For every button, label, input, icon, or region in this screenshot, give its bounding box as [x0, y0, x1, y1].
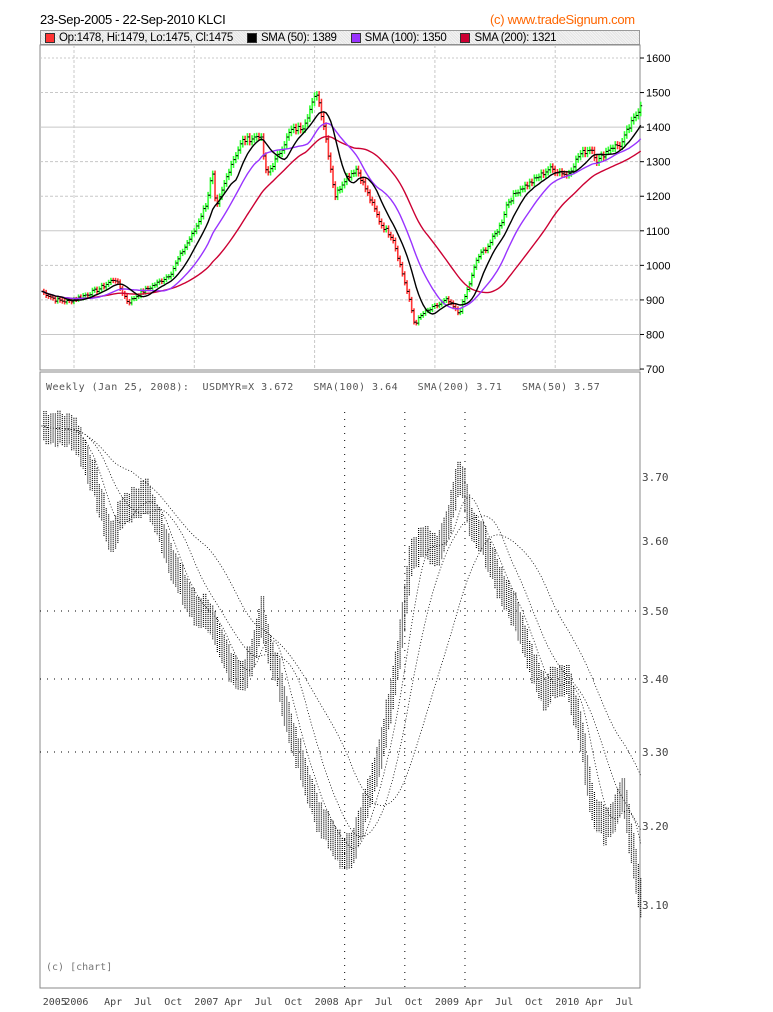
x-tick-label: Jul	[375, 997, 393, 1008]
x-tick-label: 2008	[315, 997, 339, 1008]
legend-label: SMA (50): 1389	[260, 31, 337, 44]
legend-swatch	[246, 32, 257, 43]
legend-item-sma200: SMA (200): 1321	[460, 31, 557, 44]
y-tick-label: 3.70	[642, 471, 669, 484]
y-tick-label: 3.10	[642, 899, 669, 912]
x-tick-label: 2009	[435, 997, 459, 1008]
y-tick-label: 3.60	[642, 535, 669, 548]
legend-label: SMA (200): 1321	[474, 31, 557, 44]
legend-bar: Op:1478, Hi:1479, Lo:1475, Cl:1475 SMA (…	[40, 30, 640, 45]
x-tick-label: Apr	[465, 997, 483, 1008]
x-tick-label: 2007	[194, 997, 218, 1008]
legend-swatch	[350, 32, 361, 43]
legend-label: Op:1478, Hi:1479, Lo:1475, Cl:1475	[59, 31, 233, 44]
y-tick-label: 1100	[646, 226, 670, 238]
sma-200-line	[41, 135, 642, 300]
x-tick-label: Oct	[405, 997, 423, 1008]
y-tick-label: 1500	[646, 88, 670, 100]
lower-footer: (c) [chart]	[46, 962, 113, 973]
y-tick-label: 1000	[646, 260, 670, 272]
sma-100-line	[41, 122, 642, 310]
x-tick-label: 2005	[43, 997, 67, 1008]
price-panel	[39, 44, 641, 371]
y-tick-label: 800	[646, 329, 664, 341]
x-tick-label: 2010	[555, 997, 579, 1008]
x-tick-label: Apr	[104, 997, 122, 1008]
x-tick-label: Jul	[615, 997, 633, 1008]
x-tick-label: Oct	[285, 997, 303, 1008]
x-tick-label: Apr	[224, 997, 242, 1008]
chart-title: 23-Sep-2005 - 22-Sep-2010 KLCI	[40, 12, 226, 27]
legend-swatch	[45, 32, 55, 43]
y-tick-label: 3.30	[642, 746, 669, 759]
fx-sma-50-line	[41, 425, 642, 850]
x-tick-label: Oct	[164, 997, 182, 1008]
x-tick-label: Apr	[345, 997, 363, 1008]
y-tick-label: 3.40	[642, 673, 669, 686]
x-tick-label: Jul	[254, 997, 272, 1008]
fx-panel	[39, 371, 641, 989]
y-tick-label: 1300	[646, 157, 670, 169]
y-tick-label: 900	[646, 295, 664, 307]
legend-item-sma50: SMA (50): 1389	[246, 31, 337, 44]
copyright-link[interactable]: (c) www.tradeSignum.com	[490, 12, 635, 27]
legend-label: SMA (100): 1350	[364, 31, 447, 44]
sma-50-line	[41, 111, 642, 315]
x-tick-label: 2006	[64, 997, 88, 1008]
x-tick-label: Jul	[495, 997, 513, 1008]
legend-item-ohlc: Op:1478, Hi:1479, Lo:1475, Cl:1475	[45, 32, 233, 44]
y-tick-label: 1200	[646, 191, 670, 203]
lower-legend: Weekly (Jan 25, 2008): USDMYR=X 3.672 SM…	[46, 382, 601, 393]
x-tick-label: Jul	[134, 997, 152, 1008]
x-tick-label: Oct	[525, 997, 543, 1008]
legend-item-sma100: SMA (100): 1350	[350, 31, 447, 44]
fx-sma-100-line	[41, 425, 642, 838]
y-tick-label: 3.20	[642, 820, 669, 833]
legend-swatch	[460, 32, 471, 43]
y-tick-label: 1600	[646, 53, 670, 65]
y-tick-label: 3.50	[642, 605, 669, 618]
x-tick-label: Apr	[585, 997, 603, 1008]
y-tick-label: 700	[646, 364, 664, 376]
y-tick-label: 1400	[646, 122, 670, 134]
